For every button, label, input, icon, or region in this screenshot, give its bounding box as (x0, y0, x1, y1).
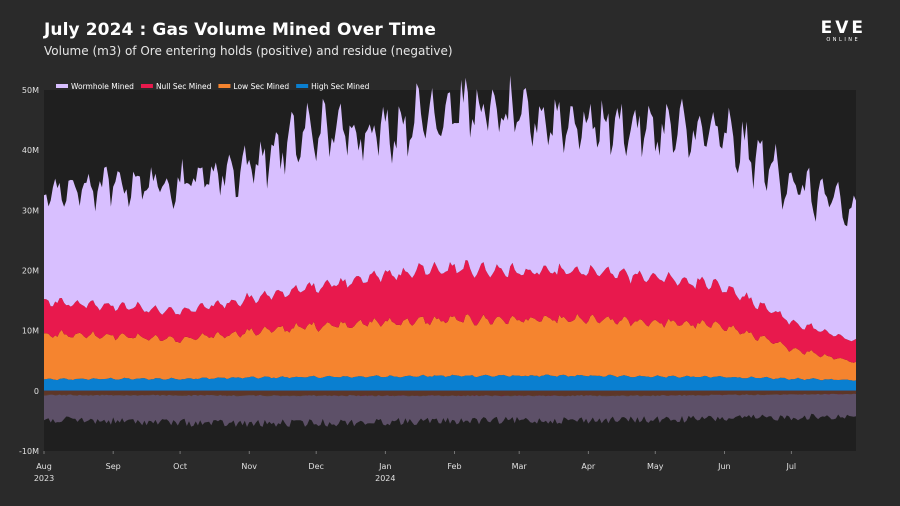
area-wormhole (44, 75, 856, 342)
x-tick-label: Dec (308, 462, 323, 471)
legend-label-nullsec: Null Sec Mined (156, 82, 212, 91)
y-tick-label: 30M (22, 206, 39, 215)
area-lowsec (44, 313, 856, 381)
x-tick-label: Nov (241, 462, 257, 471)
chart-subtitle: Volume (m3) of Ore entering holds (posit… (44, 44, 453, 58)
y-tick-label: 0 (34, 387, 39, 396)
x-tick-label: Sep (106, 462, 121, 471)
x-tick-year: 2024 (375, 474, 395, 483)
x-tick-label: Mar (512, 462, 528, 471)
y-tick-label: -10M (19, 447, 39, 456)
legend-swatch-lowsec (218, 84, 231, 88)
x-tick-label: Jul (785, 462, 796, 471)
legend-swatch-highsec (296, 84, 309, 88)
residue-area-lowsec (44, 390, 856, 397)
y-tick-label: 50M (22, 86, 39, 95)
x-tick-label: Apr (581, 462, 596, 471)
x-tick-label: Jan (378, 462, 391, 471)
residue-area-wormhole (44, 390, 856, 427)
area-highsec (44, 374, 856, 391)
x-tick-label: Feb (447, 462, 461, 471)
legend-label-lowsec: Low Sec Mined (233, 82, 289, 91)
chart-title: July 2024 : Gas Volume Mined Over Time (44, 20, 436, 40)
x-tick-label: May (647, 462, 664, 471)
eve-online-logo: EVE ONLINE (821, 20, 866, 44)
legend-label-highsec: High Sec Mined (311, 82, 369, 91)
x-tick-label: Oct (173, 462, 187, 471)
area-nullsec (44, 260, 856, 363)
x-tick-label: Jun (717, 462, 731, 471)
logo-subtext: ONLINE (826, 37, 861, 43)
logo-text: EVE (820, 18, 866, 38)
y-tick-label: 40M (22, 146, 39, 155)
y-tick-label: 20M (22, 267, 39, 276)
y-tick-label: 10M (22, 327, 39, 336)
legend-swatch-nullsec (140, 84, 153, 88)
x-tick-year: 2023 (34, 474, 54, 483)
x-tick-label: Aug (36, 462, 52, 471)
legend-swatch-wormhole (56, 84, 68, 88)
legend-label-wormhole: Wormhole Mined (71, 82, 134, 91)
